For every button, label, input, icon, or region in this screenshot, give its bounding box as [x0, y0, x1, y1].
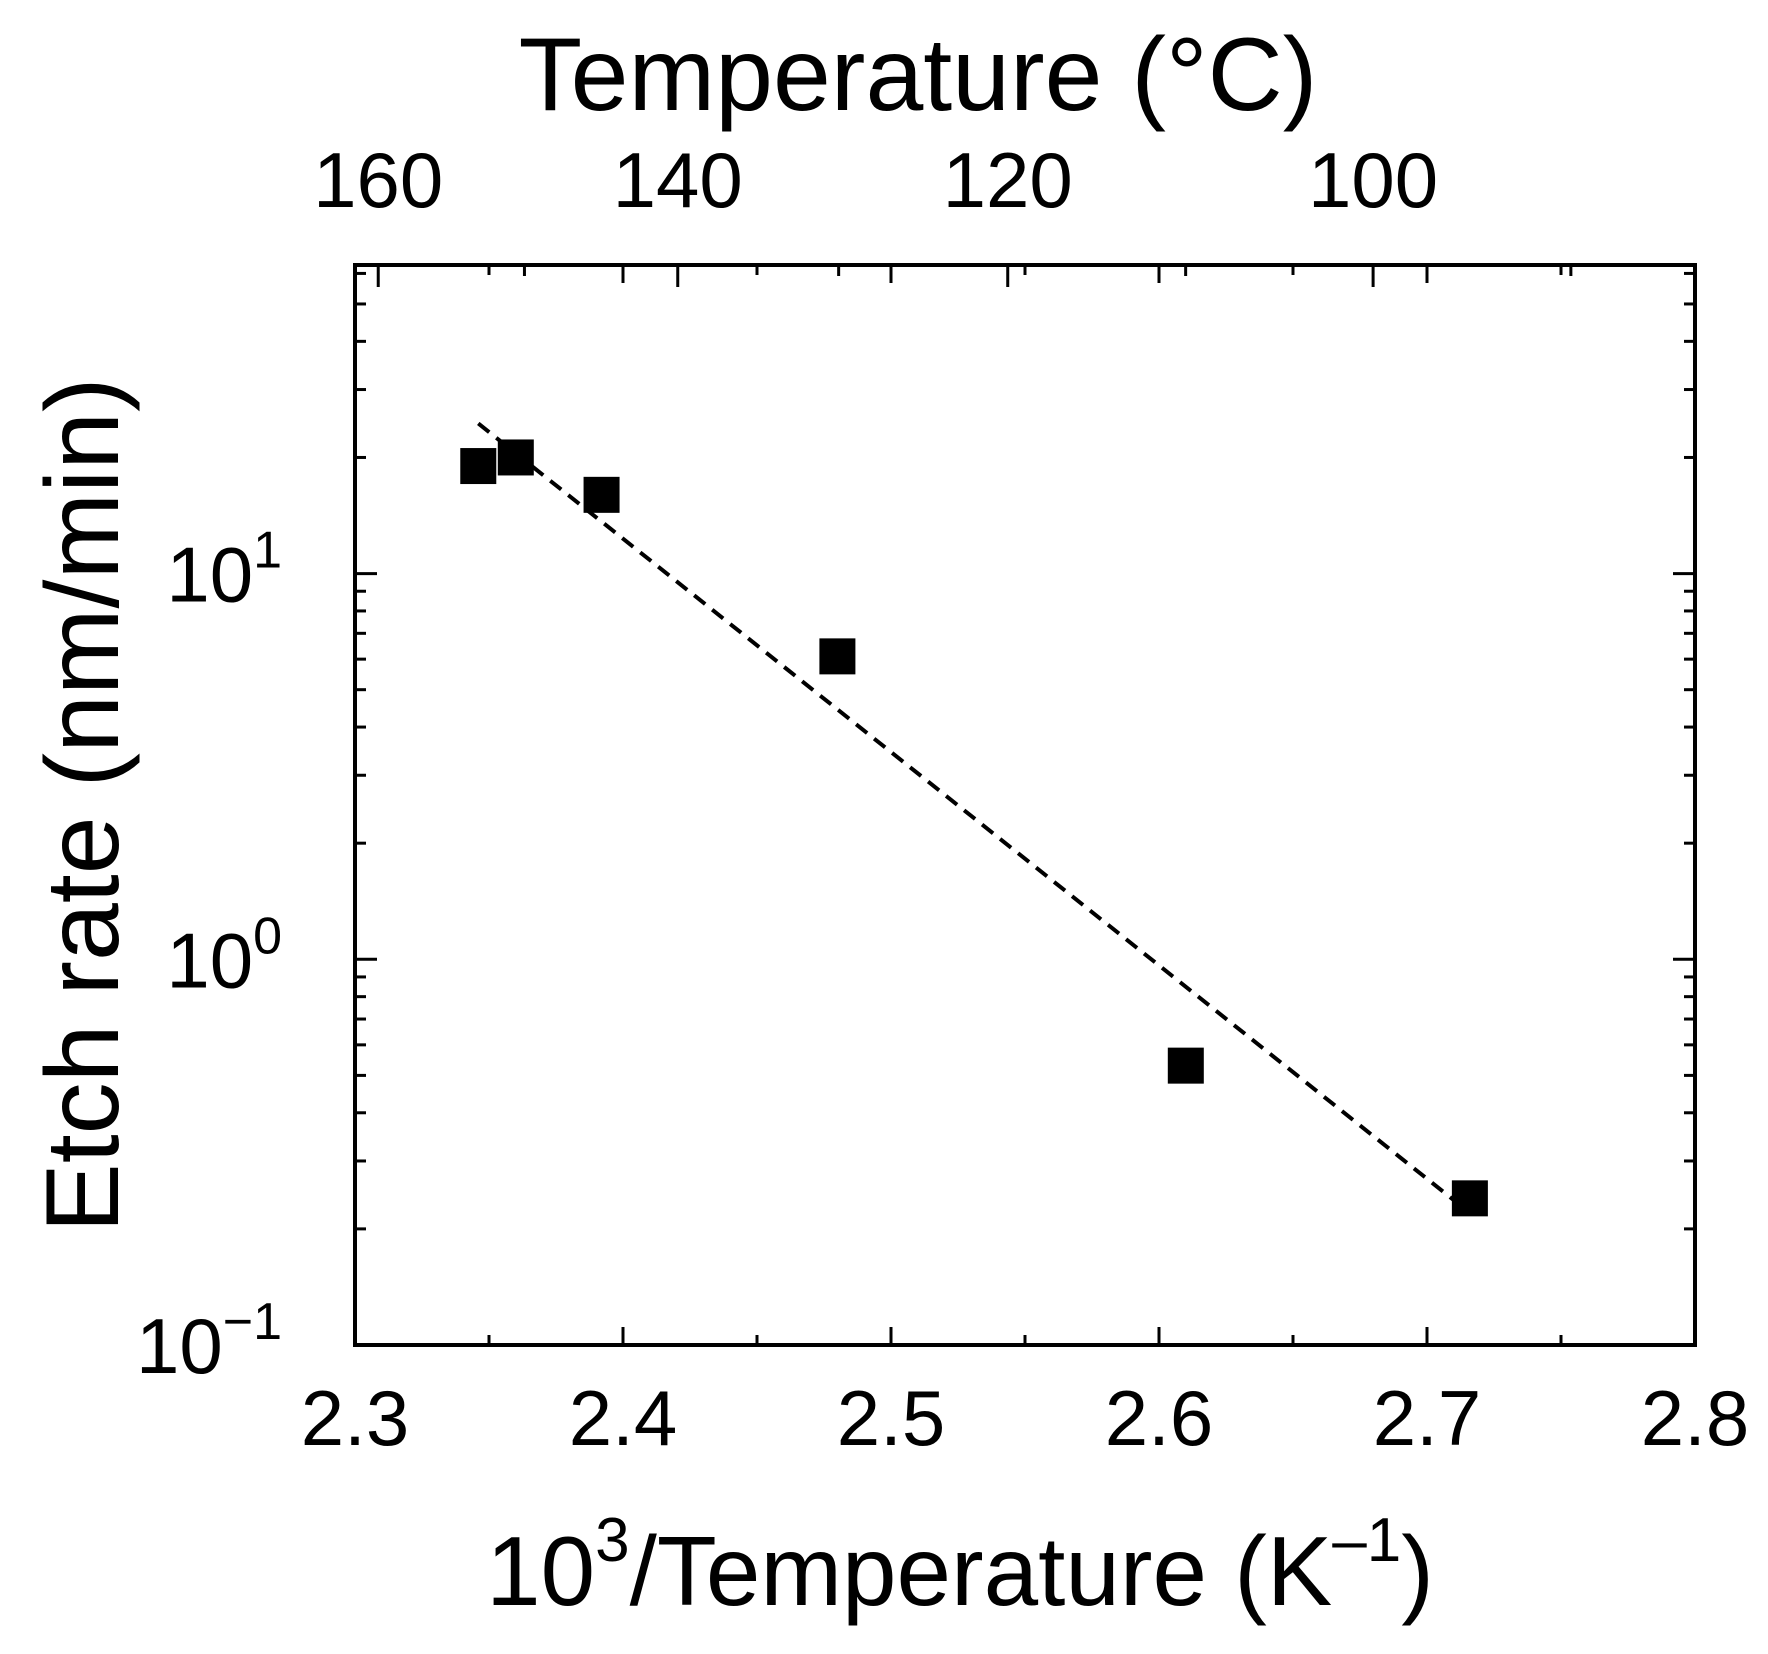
x-axis-title-main: 10 [486, 1516, 595, 1626]
top-tick-label: 120 [943, 136, 1073, 224]
y-tick-label: 100 [166, 907, 282, 1004]
top-tick-label: 100 [1308, 136, 1438, 224]
x-axis-title: 103/Temperature (K–1) [486, 1506, 1434, 1626]
y-tick-exp: −1 [223, 1293, 282, 1351]
fit-line [477, 421, 1472, 1215]
y-tick-exp: 1 [253, 522, 282, 580]
data-point [1167, 1047, 1204, 1084]
data-point [497, 439, 534, 476]
data-point [1451, 1180, 1488, 1217]
data-point [583, 476, 620, 513]
fit-line-group [477, 421, 1472, 1215]
x-axis-title-mid: /Temperature (K [630, 1516, 1333, 1626]
x-tick-label: 2.5 [837, 1374, 945, 1462]
plot-frame [353, 263, 1697, 1347]
plot-frame-group [353, 263, 1697, 1347]
top-tick-label: 140 [613, 136, 743, 224]
y-axis-title: Etch rate (nm/min) [25, 377, 141, 1232]
y-tick-base: 10 [166, 916, 253, 1004]
top-axis-title: Temperature (°C) [519, 17, 1318, 133]
data-points-group [460, 439, 1488, 1217]
x-tick-label: 2.4 [569, 1374, 677, 1462]
x-tick-label: 2.8 [1641, 1374, 1749, 1462]
x-tick-label: 2.6 [1105, 1374, 1213, 1462]
y-tick-label: 10−1 [136, 1293, 282, 1390]
y-tick-base: 10 [136, 1302, 223, 1390]
y-tick-base: 10 [166, 531, 253, 619]
ticks-group [353, 265, 1697, 1347]
x-tick-label: 2.7 [1373, 1374, 1481, 1462]
top-tick-label: 160 [313, 136, 443, 224]
x-axis-title-sup2: –1 [1332, 1506, 1401, 1575]
data-point [819, 638, 856, 675]
data-point [460, 448, 497, 485]
x-axis-title-sup: 3 [595, 1506, 629, 1575]
y-tick-exp: 0 [253, 907, 282, 965]
x-tick-label: 2.3 [301, 1374, 409, 1462]
y-tick-label: 101 [166, 522, 282, 619]
x-axis-title-end: ) [1401, 1516, 1434, 1626]
